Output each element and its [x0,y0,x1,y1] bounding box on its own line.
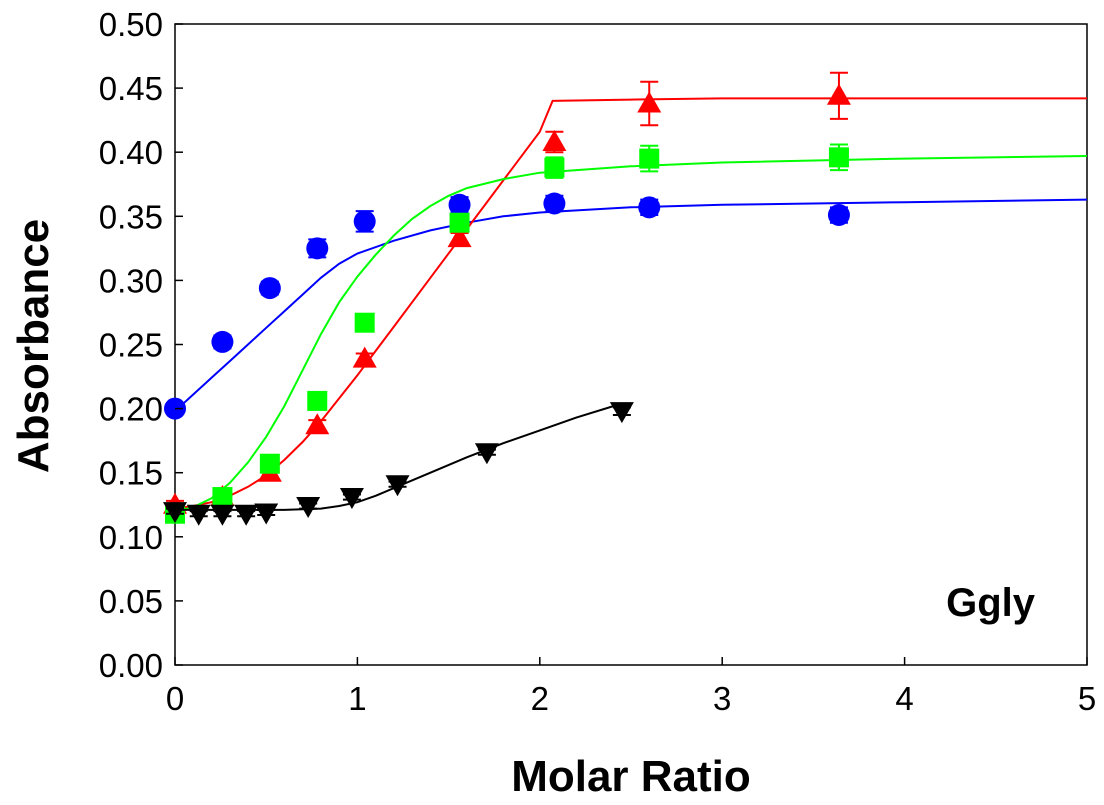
x-axis-title: Molar Ratio [511,752,751,801]
y-tick-label: 0.20 [99,391,163,428]
data-point [447,226,472,248]
axes-layer: 0 1 2 3 4 5 0.00 0.05 0.10 0.15 0.20 0.25 0.30 0.35 0.… [99,6,1096,717]
plot-area [174,23,1088,666]
data-point [639,148,660,169]
y-tick-label: 0.25 [99,327,163,364]
data-point [827,204,850,227]
data-point [296,497,321,519]
y-tick-label: 0.45 [99,70,163,107]
data-point [307,390,328,411]
data-point [212,487,233,508]
series-layer [163,71,1088,526]
data-point [211,330,234,353]
data-point [448,193,471,216]
data-point [305,413,330,435]
fit-line [174,155,1088,513]
data-point [210,504,235,526]
chart-annotation: Ggly [946,581,1036,625]
series-2 [163,71,1087,514]
x-tick-label: 3 [713,680,731,717]
y-tick-label: 0.10 [99,519,163,556]
y-axis-title: Absorbance [9,219,58,473]
data-point [544,157,565,178]
data-point [609,402,634,424]
y-tick-label: 0.15 [99,455,163,492]
x-tick-label: 2 [531,680,549,717]
fit-line [174,198,1088,412]
y-tick-label: 0.00 [99,647,163,684]
x-tick-label: 1 [348,680,366,717]
data-point [474,443,499,465]
data-point [354,312,375,333]
data-point [638,196,661,219]
series-1 [164,192,1088,420]
y-tick-label: 0.30 [99,262,163,299]
data-point [259,453,280,474]
data-point [352,346,377,368]
plot-frame [174,23,1088,666]
data-point [353,210,376,233]
y-tick-label: 0.50 [99,6,163,43]
y-tick-label: 0.05 [99,583,163,620]
data-point [543,192,566,215]
series-4 [163,402,634,526]
data-point [826,83,851,105]
data-point [258,277,281,300]
y-tick-label: 0.35 [99,198,163,235]
data-point [542,129,567,151]
y-tick-label: 0.40 [99,134,163,171]
x-tick-label: 5 [1078,680,1096,717]
data-point [306,237,329,260]
data-point [339,488,364,510]
data-point [254,503,279,525]
data-point [163,502,187,524]
data-point [637,91,662,113]
data-point [234,504,259,526]
data-point [385,475,410,497]
data-point [449,212,470,233]
data-point [186,504,211,526]
x-tick-label: 4 [895,680,913,717]
x-tick-label: 0 [166,680,184,717]
fit-line [174,97,1087,510]
data-point [828,147,849,168]
